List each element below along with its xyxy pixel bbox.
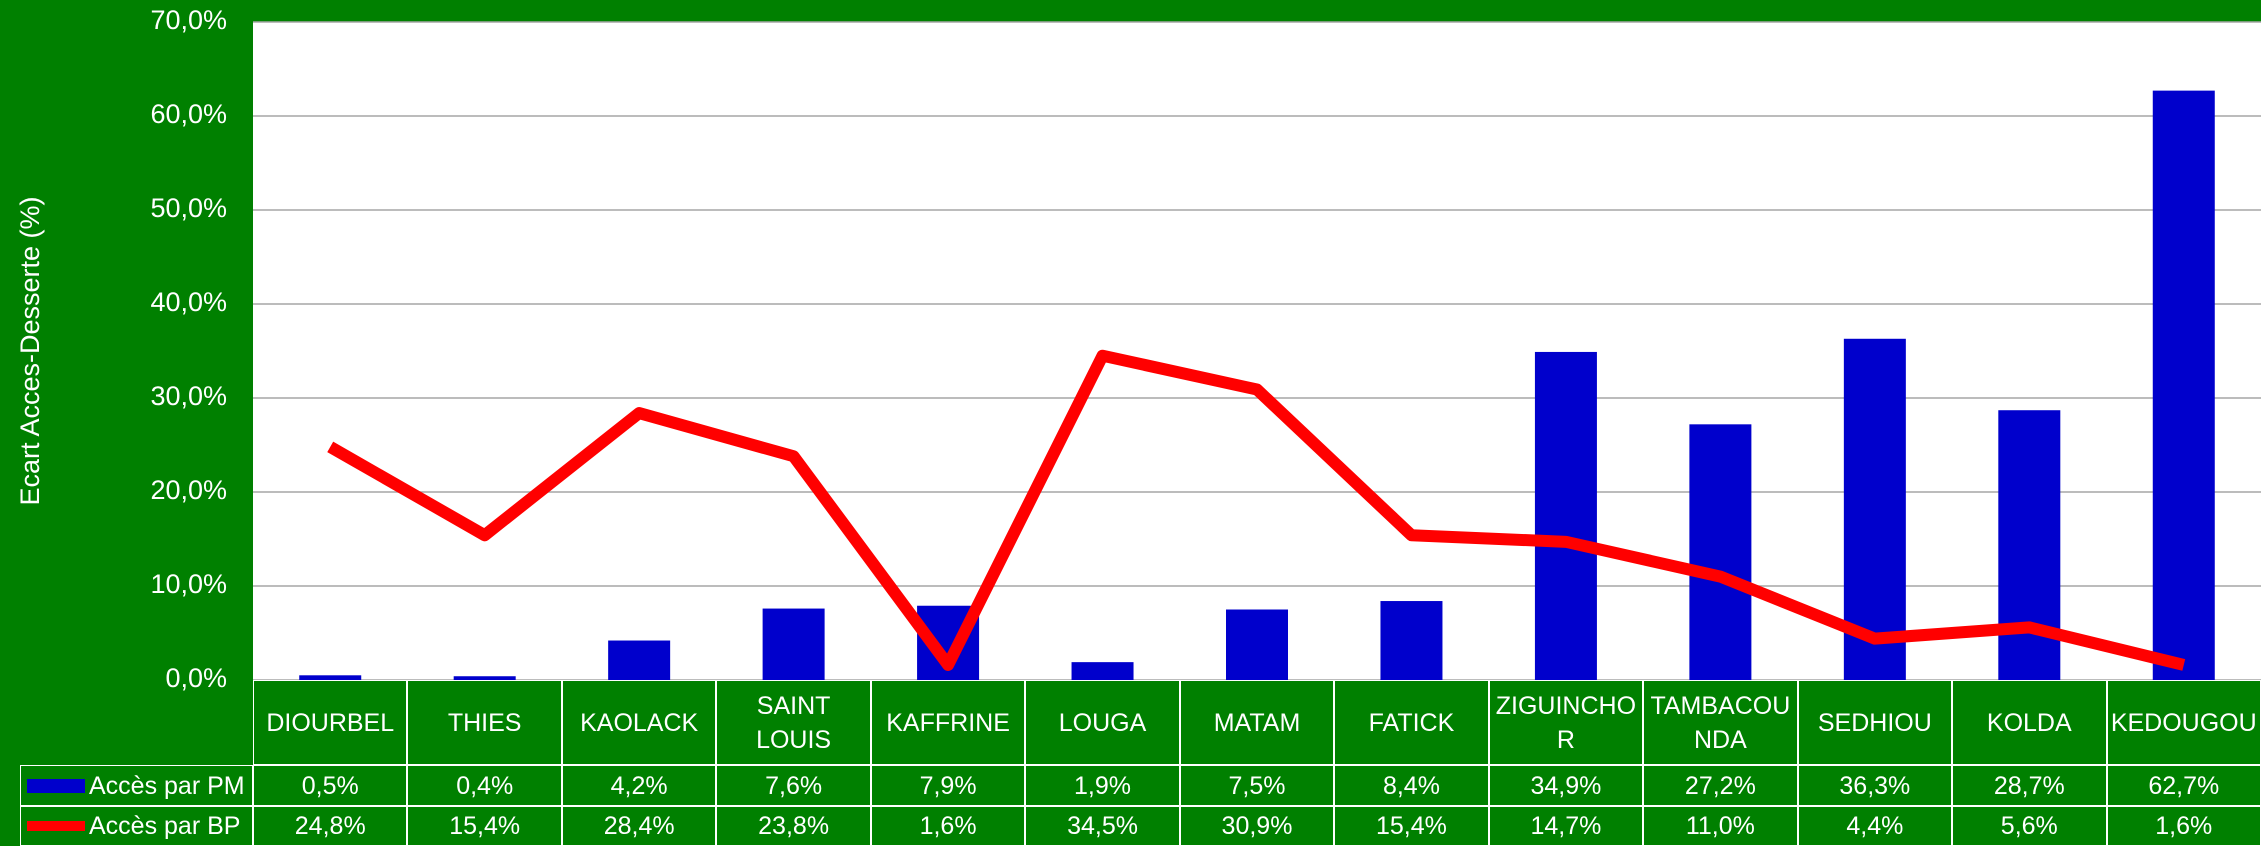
table-value: 0,5%: [253, 765, 408, 806]
table-value: 0,4%: [407, 765, 562, 806]
bar: [1071, 662, 1134, 680]
table-value: 11,0%: [1643, 806, 1798, 846]
y-tick-label: 40,0%: [150, 287, 227, 317]
table-value: 1,9%: [1025, 765, 1180, 806]
y-axis-title: Ecart Acces-Desserte (%): [15, 196, 45, 505]
category-cell: TAMBACOUNDA: [1643, 680, 1798, 765]
legend-cell: Accès par PM: [20, 765, 253, 806]
table-value: 5,6%: [1952, 806, 2107, 846]
y-tick-label: 20,0%: [150, 475, 227, 505]
bar: [762, 608, 825, 680]
legend-label: Accès par BP: [89, 812, 241, 840]
category-cell: KOLDA: [1952, 680, 2107, 765]
y-tick-label: 50,0%: [150, 193, 227, 223]
table-value: 14,7%: [1488, 806, 1644, 846]
table-value: 7,5%: [1179, 765, 1335, 806]
table-value: 1,6%: [870, 806, 1026, 846]
table-value: 4,4%: [1797, 806, 1953, 846]
line: [327, 349, 2186, 671]
bar: [1380, 601, 1443, 680]
category-cell: KAFFRINE: [870, 680, 1026, 765]
table-value: 36,3%: [1797, 765, 1953, 806]
table-value: 24,8%: [253, 806, 408, 846]
bar: [1534, 351, 1597, 680]
category-cell: KEDOUGOU: [2106, 680, 2261, 765]
y-tick-label: 70,0%: [150, 5, 227, 35]
bar: [1843, 338, 1906, 680]
category-cell: KAOLACK: [561, 680, 717, 765]
table-value: 28,7%: [1952, 765, 2107, 806]
bar: [453, 676, 516, 680]
category-cell: LOUGA: [1025, 680, 1180, 765]
table-value: 4,2%: [561, 765, 717, 806]
legend-swatch: [27, 821, 85, 831]
table-value: 30,9%: [1179, 806, 1335, 846]
y-tick-label: 60,0%: [150, 99, 227, 129]
table-value: 34,9%: [1488, 765, 1644, 806]
table-value: 62,7%: [2106, 765, 2261, 806]
bar: [299, 675, 362, 680]
table-value: 1,6%: [2106, 806, 2261, 846]
table-value: 15,4%: [407, 806, 562, 846]
category-cell: THIES: [407, 680, 562, 765]
y-tick-label: 30,0%: [150, 381, 227, 411]
bar: [608, 640, 671, 680]
table-value: 27,2%: [1643, 765, 1798, 806]
table-value: 15,4%: [1334, 806, 1489, 846]
category-cell: FATICK: [1334, 680, 1489, 765]
y-tick-label: 10,0%: [150, 569, 227, 599]
legend-swatch: [27, 778, 85, 793]
table-value: 34,5%: [1025, 806, 1180, 846]
legend-cell: Accès par BP: [20, 806, 253, 846]
legend-label: Accès par PM: [89, 771, 245, 800]
y-tick-label: 0,0%: [165, 663, 227, 693]
table-value: 28,4%: [561, 806, 717, 846]
table-value: 7,9%: [870, 765, 1026, 806]
table-value: 7,6%: [716, 765, 871, 806]
table-value: 23,8%: [716, 806, 871, 846]
bar: [1689, 424, 1752, 680]
category-cell: DIOURBEL: [253, 680, 408, 765]
plot-area: [253, 22, 2261, 680]
bar: [1998, 410, 2061, 680]
category-cell: MATAM: [1179, 680, 1335, 765]
bar: [1226, 609, 1288, 680]
category-cell: SEDHIOU: [1797, 680, 1953, 765]
bar: [2152, 90, 2215, 681]
category-cell: SAINT LOUIS: [716, 680, 871, 765]
category-cell: ZIGUINCHOR: [1488, 680, 1644, 765]
table-value: 8,4%: [1334, 765, 1489, 806]
